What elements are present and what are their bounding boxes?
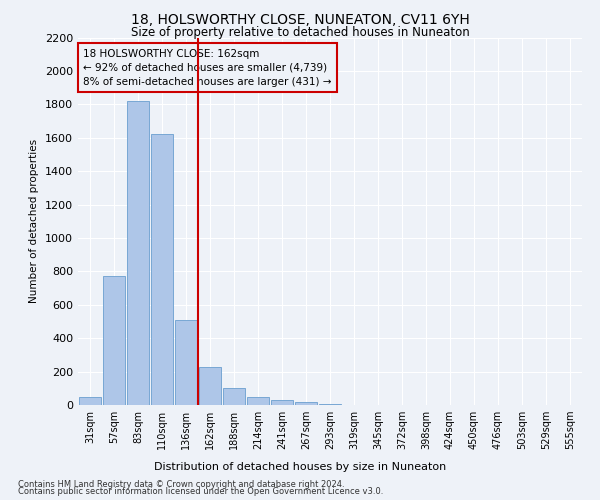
Bar <box>79 396 101 405</box>
Bar <box>223 388 245 405</box>
Text: Contains public sector information licensed under the Open Government Licence v3: Contains public sector information licen… <box>18 487 383 496</box>
Bar <box>175 320 197 405</box>
Text: 18, HOLSWORTHY CLOSE, NUNEATON, CV11 6YH: 18, HOLSWORTHY CLOSE, NUNEATON, CV11 6YH <box>131 12 469 26</box>
Bar <box>271 400 293 405</box>
Bar <box>103 276 125 405</box>
Text: Distribution of detached houses by size in Nuneaton: Distribution of detached houses by size … <box>154 462 446 472</box>
Text: Contains HM Land Registry data © Crown copyright and database right 2024.: Contains HM Land Registry data © Crown c… <box>18 480 344 489</box>
Bar <box>199 366 221 405</box>
Bar <box>151 134 173 405</box>
Bar <box>247 397 269 405</box>
Bar <box>295 402 317 405</box>
Bar <box>319 404 341 405</box>
Y-axis label: Number of detached properties: Number of detached properties <box>29 139 40 304</box>
Text: Size of property relative to detached houses in Nuneaton: Size of property relative to detached ho… <box>131 26 469 39</box>
Text: 18 HOLSWORTHY CLOSE: 162sqm
← 92% of detached houses are smaller (4,739)
8% of s: 18 HOLSWORTHY CLOSE: 162sqm ← 92% of det… <box>83 48 332 86</box>
Bar <box>127 101 149 405</box>
